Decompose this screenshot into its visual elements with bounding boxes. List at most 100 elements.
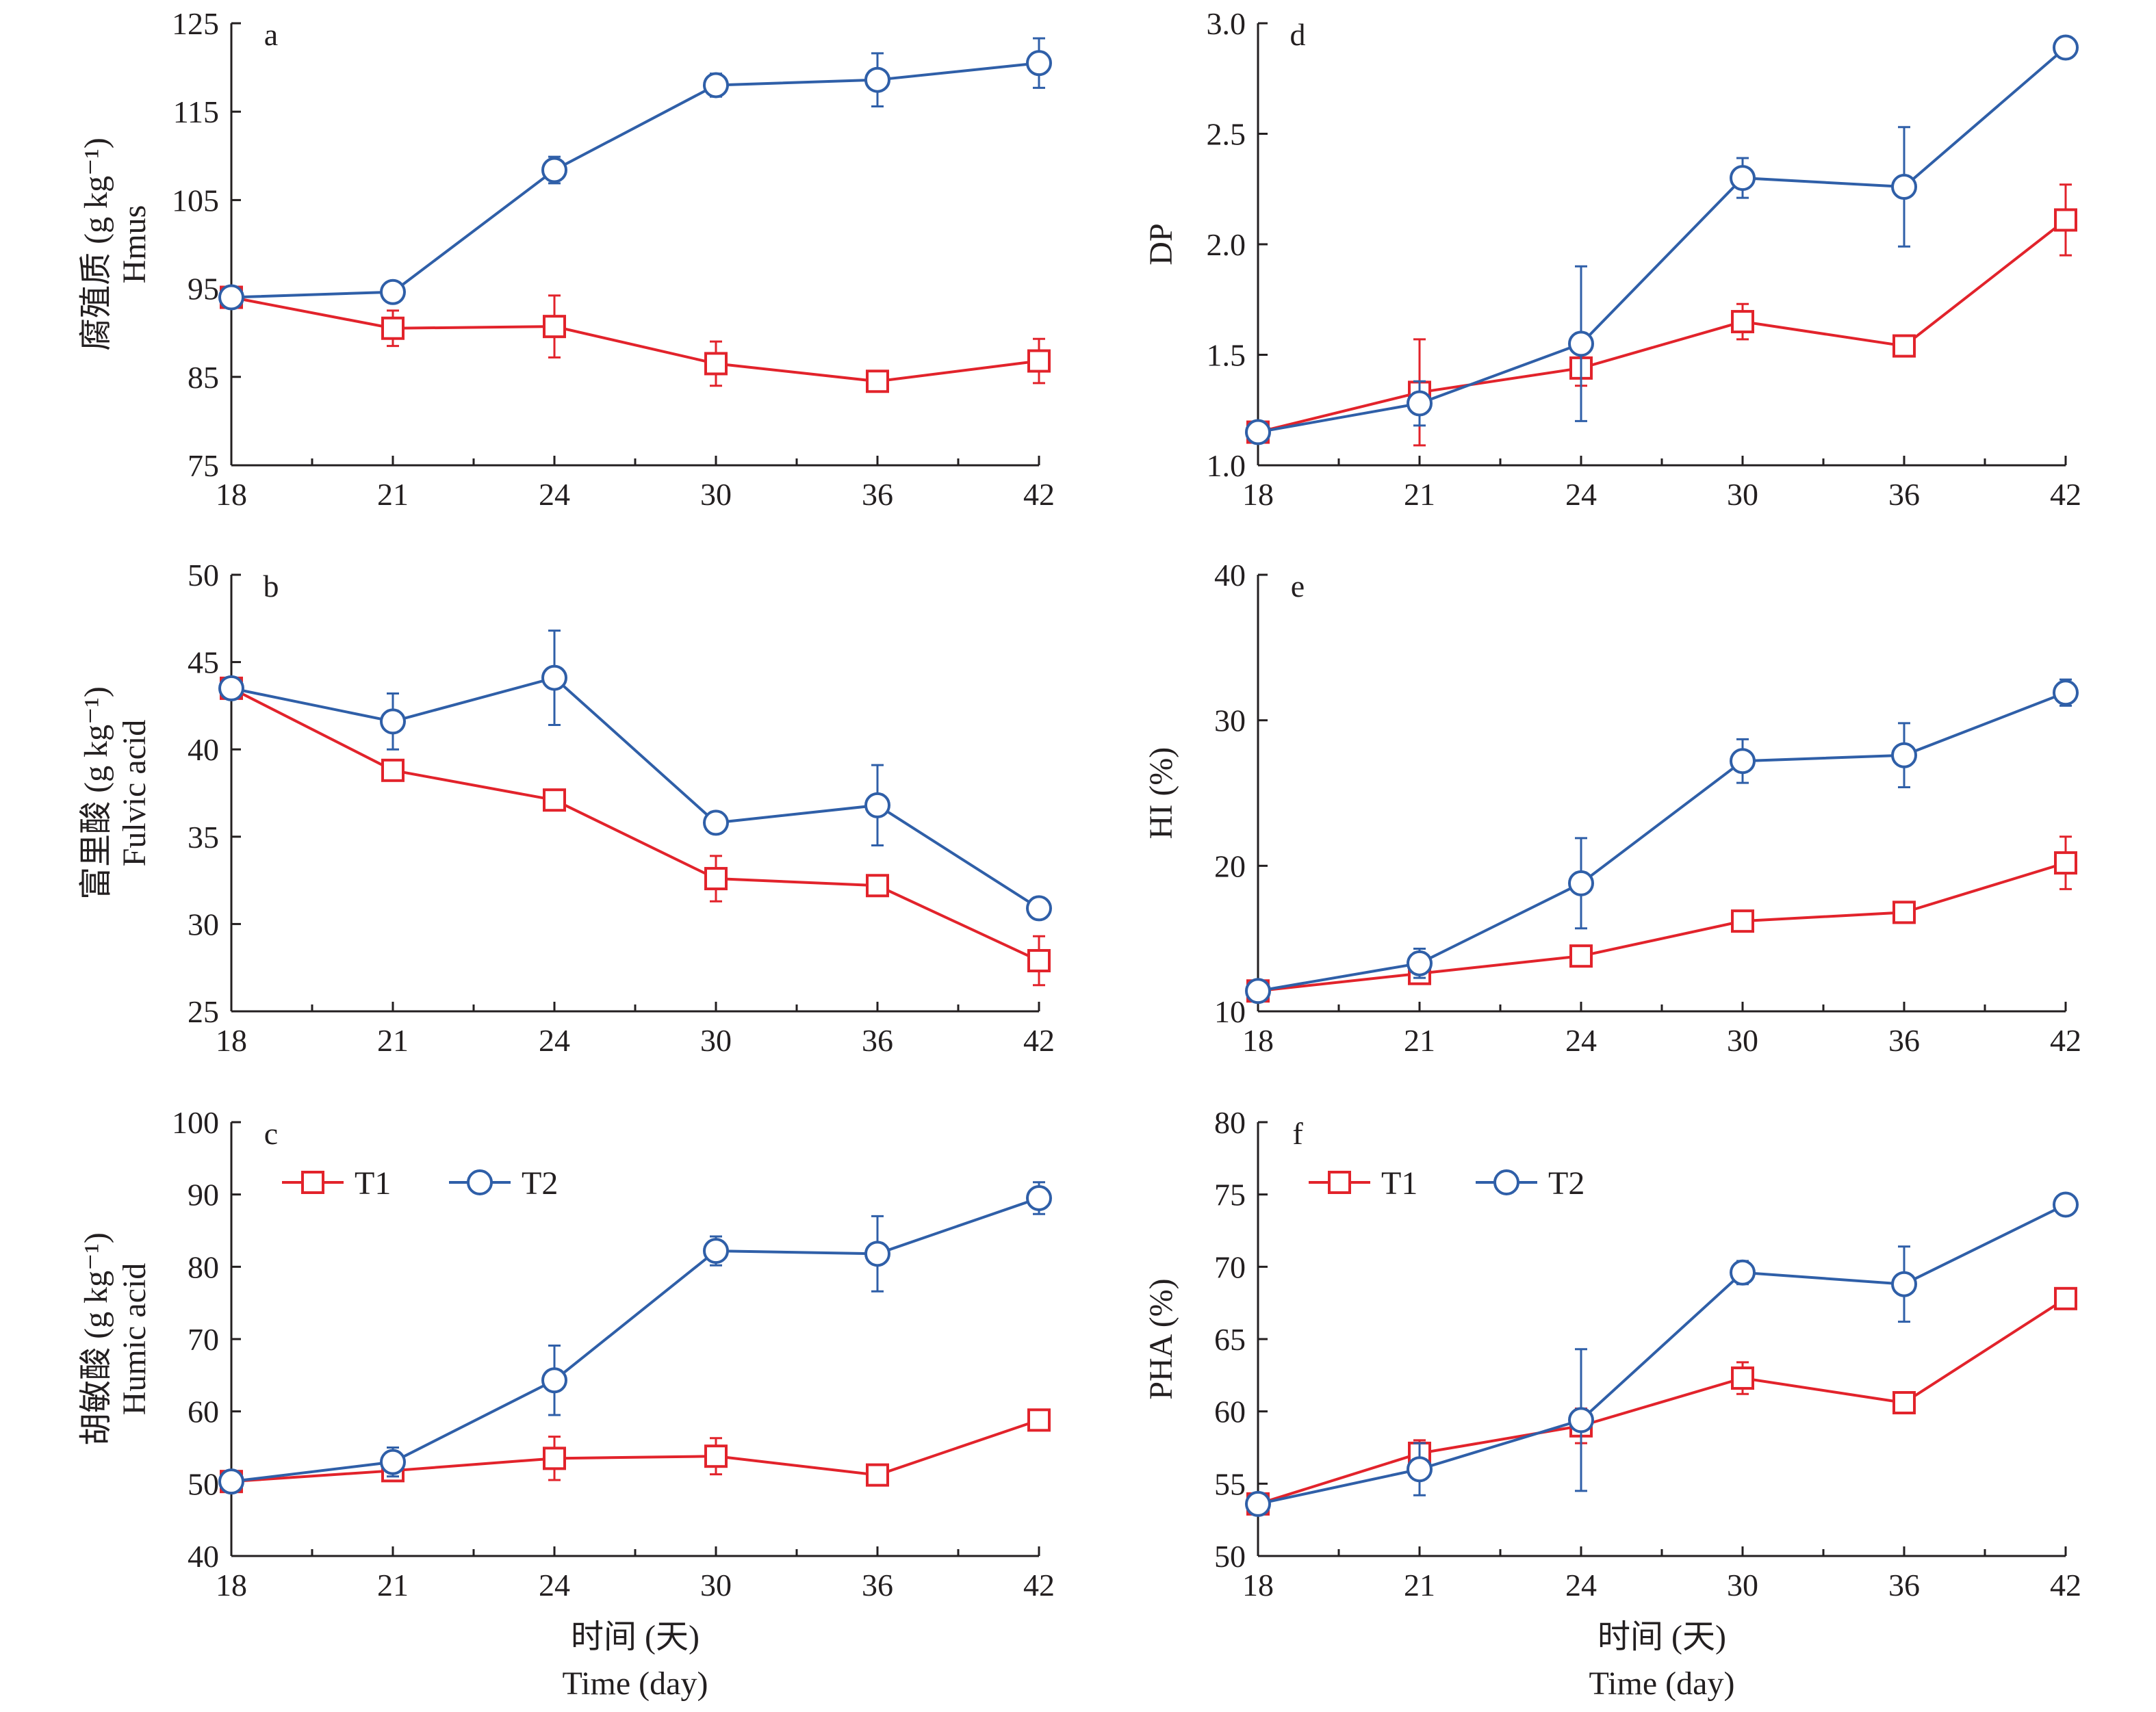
- series-T2: [218, 37, 1052, 311]
- y-axis-label: HI (%): [1143, 747, 1179, 840]
- chart-panel-e: 10 20 30 40 18 21 24 30 36 42 e HI (%): [1143, 558, 2081, 1058]
- x-axis-label-zh: 时间 (天): [571, 1619, 700, 1655]
- legend-marker-T1: [301, 1171, 324, 1194]
- data-point-T1: [381, 316, 405, 340]
- y-tick-label: 40: [1214, 558, 1246, 593]
- chart-panel-f: 50 55 60 65 70 75 80 18 21 24 30 36 42 f PHA (%) 时间 (天)…: [1143, 1105, 2081, 1702]
- x-axis-label-en: Time (day): [1589, 1665, 1735, 1702]
- data-point-T1: [2054, 208, 2077, 232]
- x-tick-label: 24: [1565, 1568, 1597, 1603]
- data-point-T2: [380, 278, 406, 305]
- x-tick-label: 36: [1888, 477, 1920, 512]
- x-tick-label: 36: [862, 1568, 893, 1603]
- data-point-T2: [1026, 895, 1052, 922]
- data-point-T2: [1026, 1184, 1052, 1211]
- y-tick-label: 125: [172, 6, 219, 41]
- data-point-T2: [541, 664, 567, 691]
- data-point-T2: [541, 157, 567, 183]
- panel-letter: d: [1290, 17, 1306, 52]
- data-point-T1: [2054, 1286, 2077, 1310]
- data-point-T2: [1568, 330, 1594, 357]
- x-tick-label: 36: [1888, 1568, 1920, 1603]
- data-point-T2: [864, 66, 890, 93]
- y-tick-label: 3.0: [1207, 6, 1246, 41]
- data-point-T2: [380, 708, 406, 735]
- x-axis-label-en: Time (day): [563, 1665, 708, 1702]
- x-tick-label: 30: [1727, 1023, 1758, 1058]
- data-point-T2: [218, 1468, 244, 1495]
- data-point-T1: [704, 867, 728, 891]
- y-tick-label: 55: [1214, 1466, 1246, 1501]
- y-tick-label: 1.5: [1207, 338, 1246, 373]
- data-point-T2: [1407, 1456, 1433, 1483]
- data-point-T2: [1245, 419, 1271, 445]
- y-tick-label: 25: [188, 994, 219, 1029]
- y-tick-label: 95: [188, 272, 219, 307]
- data-point-T1: [704, 1444, 728, 1468]
- data-point-T2: [1891, 742, 1917, 768]
- series-line-T2: [1257, 1203, 2066, 1505]
- y-axis-label-en: Humic acid: [116, 1263, 153, 1416]
- x-tick-label: 21: [377, 1023, 409, 1058]
- data-point-T2: [1891, 1271, 1917, 1297]
- chart-panel-a: 75 85 95 105 115 125 18 21 24 30 36 42 a 腐殖质 (g kg⁻¹)…: [78, 6, 1055, 512]
- y-tick-label: 65: [1214, 1322, 1246, 1357]
- data-point-T1: [1892, 900, 1916, 924]
- data-point-T1: [866, 369, 889, 393]
- x-tick-label: 42: [2050, 1023, 2081, 1058]
- x-tick-label: 18: [1242, 1568, 1274, 1603]
- x-tick-label: 24: [539, 477, 570, 512]
- data-point-T2: [218, 675, 244, 701]
- data-point-T1: [1569, 944, 1593, 968]
- x-tick-label: 18: [216, 1023, 247, 1058]
- legend-label-T2: T2: [1548, 1165, 1584, 1202]
- y-axis-label-en: Hmus: [116, 205, 153, 284]
- data-point-T1: [704, 352, 728, 376]
- y-tick-label: 30: [188, 907, 219, 942]
- x-tick-label: 30: [700, 1023, 732, 1058]
- chart-panel-c: 40 50 60 70 80 90 100 18 21 24 30 36 42 c 胡敏酸 (g kg⁻¹)…: [78, 1105, 1055, 1702]
- data-point-T1: [866, 874, 889, 898]
- data-point-T2: [1407, 390, 1433, 417]
- y-tick-label: 60: [1214, 1395, 1246, 1429]
- data-point-T1: [543, 1447, 566, 1470]
- y-tick-label: 50: [1214, 1539, 1246, 1574]
- data-point-T2: [1026, 50, 1052, 77]
- data-point-T2: [2053, 1191, 2079, 1218]
- legend-marker-T1: [1328, 1171, 1351, 1194]
- legend-label-T2: T2: [522, 1165, 558, 1202]
- data-point-T1: [1731, 909, 1754, 933]
- data-point-T2: [380, 1449, 406, 1475]
- x-tick-label: 18: [1242, 477, 1274, 512]
- series-line-T1: [1257, 861, 2066, 993]
- series-T2: [1245, 1191, 2079, 1517]
- x-tick-label: 18: [1242, 1023, 1274, 1058]
- data-point-T1: [1731, 1366, 1754, 1390]
- x-tick-label: 42: [1023, 1023, 1055, 1058]
- data-point-T2: [1245, 1490, 1271, 1517]
- data-point-T1: [1027, 1408, 1051, 1432]
- data-point-T2: [864, 792, 890, 818]
- y-axis-label-zh: 腐殖质 (g kg⁻¹): [78, 138, 114, 351]
- data-point-T2: [218, 284, 244, 311]
- data-point-T1: [1027, 948, 1051, 972]
- data-point-T2: [1730, 748, 1756, 775]
- data-point-T2: [2053, 679, 2079, 706]
- y-tick-label: 45: [188, 645, 219, 680]
- y-tick-label: 80: [188, 1249, 219, 1284]
- legend: T1 T2: [282, 1165, 558, 1202]
- y-tick-label: 2.0: [1207, 227, 1246, 262]
- series-line-T2: [231, 62, 1040, 299]
- x-tick-label: 21: [1404, 1568, 1435, 1603]
- x-tick-label: 36: [862, 1023, 893, 1058]
- y-tick-label: 30: [1214, 703, 1246, 738]
- series-line-T1: [231, 296, 1040, 383]
- x-tick-label: 21: [377, 1568, 409, 1603]
- y-tick-label: 10: [1214, 994, 1246, 1029]
- x-tick-label: 42: [2050, 477, 2081, 512]
- legend-label-T1: T1: [355, 1165, 391, 1202]
- data-point-T2: [703, 1238, 729, 1264]
- data-point-T1: [866, 1463, 889, 1487]
- panel-letter: b: [264, 569, 279, 604]
- series-line-T2: [231, 676, 1040, 910]
